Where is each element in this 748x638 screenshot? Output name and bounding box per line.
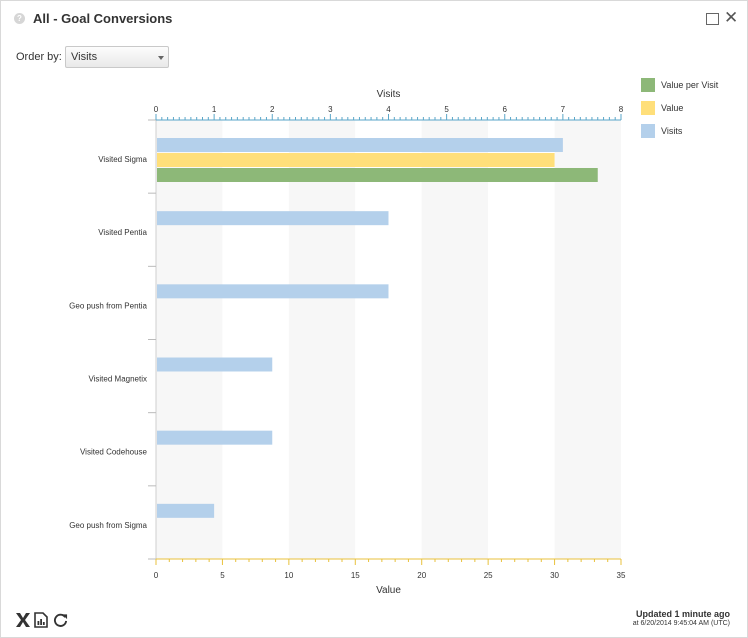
legend-swatch [641,101,655,115]
grid-band [156,120,223,559]
bottom-axis-tick-label: 15 [351,571,360,580]
category-label: Visited Codehouse [80,448,148,457]
bar-value-per-visit [157,168,598,182]
bottom-axis-tick-label: 10 [284,571,293,580]
bar-visits [157,503,215,518]
category-label: Geo push from Sigma [69,521,147,530]
bar-visits [157,284,389,299]
updated-status: Updated 1 minute ago at 6/20/2014 9:45:0… [633,609,730,627]
order-by-value: Visits [71,51,98,63]
grid-band [488,120,555,559]
grid-band [421,120,489,559]
panel-title: All - Goal Conversions [33,11,173,26]
grid-band [222,120,289,559]
question-icon[interactable]: ? [14,13,25,24]
updated-timestamp: at 6/20/2014 9:45:04 AM (UTC) [632,620,730,627]
updated-text: Updated 1 minute ago [635,609,730,619]
refresh-icon[interactable] [53,612,68,628]
order-by-select[interactable]: Visits [65,46,169,68]
bottom-axis-tick-label: 5 [220,571,225,580]
order-by-label: Order by: [16,51,62,63]
top-axis-tick-label: 2 [270,105,275,114]
grid-band [355,120,422,559]
top-axis-tick-label: 1 [212,105,217,114]
bottom-axis-tick-label: 0 [154,571,159,580]
bottom-axis-tick-label: 30 [550,571,559,580]
top-axis-title: Visits [377,89,401,100]
grid-band [288,120,356,559]
bar-visits [157,430,273,445]
grid-band [554,120,621,559]
bar-value [157,153,555,167]
report-icon[interactable] [34,612,48,628]
top-axis-tick-label: 7 [561,105,566,114]
excel-icon[interactable] [15,612,31,628]
legend-swatch [641,124,655,138]
legend-label: Visits [661,126,683,136]
top-axis-tick-label: 6 [503,105,508,114]
bottom-axis-tick-label: 20 [417,571,426,580]
legend-label: Value [661,103,684,113]
top-axis-tick-label: 8 [619,105,624,114]
bar-visits [157,138,563,152]
category-label: Visited Magnetix [88,375,147,384]
bar-visits [157,357,273,372]
top-axis-tick-label: 0 [154,105,159,114]
bar-visits [157,211,389,226]
chevron-down-icon [158,56,164,60]
bottom-axis-tick-label: 25 [484,571,493,580]
top-axis-tick-label: 4 [386,105,391,114]
maximize-icon[interactable] [706,13,719,25]
category-label: Geo push from Pentia [69,301,147,310]
bottom-axis-tick-label: 35 [617,571,626,580]
legend-swatch [641,78,655,92]
top-axis-tick-label: 5 [444,105,449,114]
category-label: Visited Sigma [98,155,147,164]
bottom-axis-title: Value [376,585,401,596]
legend-label: Value per Visit [661,80,719,90]
top-axis-tick-label: 3 [328,105,333,114]
category-label: Visited Pentia [98,228,147,237]
close-icon[interactable]: ✕ [724,8,739,27]
